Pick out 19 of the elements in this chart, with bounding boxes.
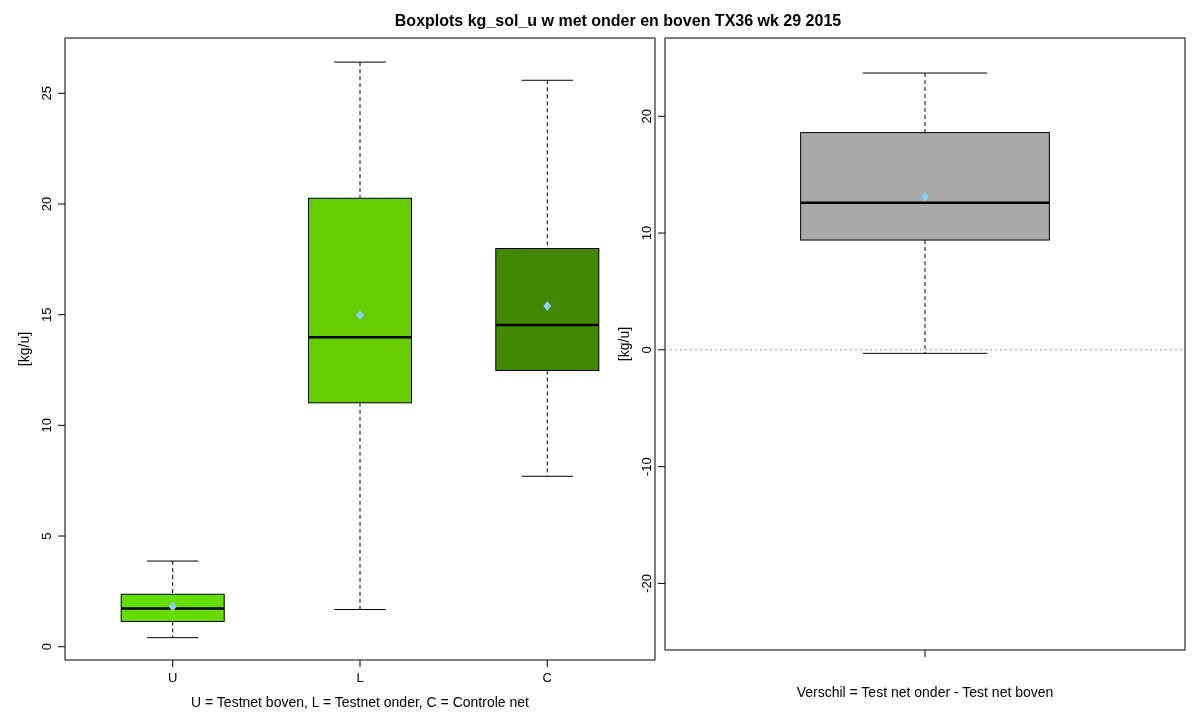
x-tick-label: U (168, 670, 178, 685)
y-tick-label: -10 (639, 457, 654, 477)
y-tick-label: 10 (639, 225, 654, 241)
x-tick-label: L (356, 670, 364, 685)
y-tick-label: 0 (39, 643, 54, 651)
y-tick-label: 20 (639, 109, 654, 124)
y-tick-label: 20 (39, 196, 54, 212)
x-axis-title: Verschil = Test net onder - Test net boven (796, 684, 1054, 700)
y-tick-label: 10 (39, 418, 54, 433)
chart-title: Boxplots kg_sol_u w met onder en boven TX36 wk 29 2015 (394, 12, 842, 29)
y-axis-title: [kg/u] (16, 331, 32, 367)
y-tick-label: 25 (39, 86, 54, 101)
y-tick-label: 5 (39, 532, 54, 540)
x-axis-title: U = Testnet boven, L = Testnet onder, C = Controle net (191, 694, 530, 710)
x-tick-label: C (542, 670, 552, 685)
y-axis-title: [kg/u] (616, 326, 632, 362)
y-tick-label: 15 (39, 307, 54, 322)
y-tick-label: 0 (639, 346, 654, 354)
y-tick-label: -20 (639, 574, 654, 593)
